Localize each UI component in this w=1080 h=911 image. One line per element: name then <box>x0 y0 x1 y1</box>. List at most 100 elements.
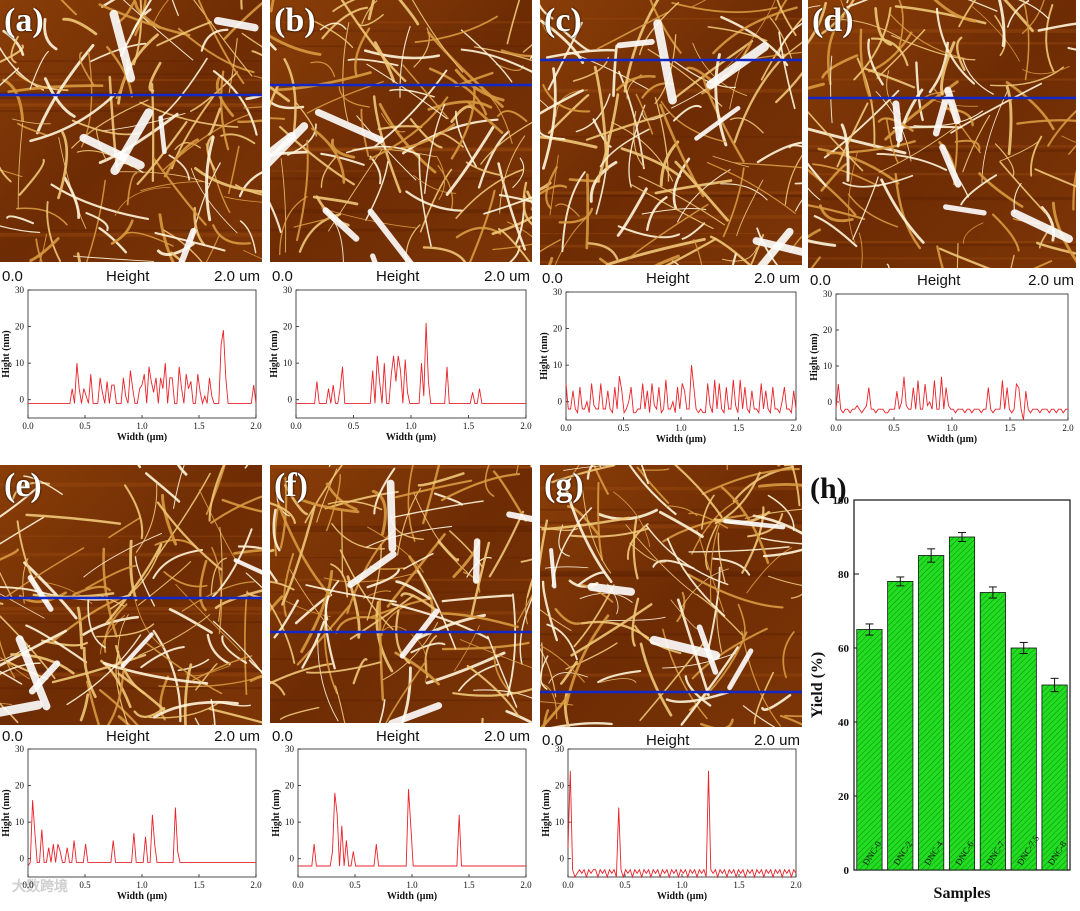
x-tick-label: 1.5 <box>463 880 475 890</box>
x-tick-label: 0.5 <box>618 423 630 433</box>
afm-texture <box>270 465 532 723</box>
bar-DNC-2 <box>887 581 914 871</box>
y-tick-label: 0 <box>558 397 563 407</box>
error-bar <box>896 576 905 587</box>
x-tick-label: 1.5 <box>463 421 475 431</box>
profile-series <box>28 330 257 406</box>
panel-letter-a: (a) <box>4 2 44 39</box>
y-tick-label: 30 <box>823 289 833 299</box>
y-axis-label: Hight (nm) <box>1 789 12 837</box>
scale-label: Height <box>106 268 150 285</box>
y-tick-label: 10 <box>15 817 25 827</box>
scale-row-g: 0.0 Height 2.0 um <box>540 732 802 752</box>
profile-series <box>835 376 1068 421</box>
panel-letter-b: (b) <box>274 2 316 39</box>
x-tick-label: 2.0 <box>250 880 262 890</box>
x-tick-label: 0.5 <box>348 421 360 431</box>
x-tick-label: 0.0 <box>562 880 574 890</box>
scale-start: 0.0 <box>542 270 563 287</box>
x-tick-label: 1.5 <box>193 421 205 431</box>
y-tick-label: 0 <box>20 854 25 864</box>
y-tick-label: 30 <box>15 285 25 295</box>
y-tick-label: 30 <box>553 287 563 297</box>
afm-height-image-a <box>0 0 262 262</box>
x-tick-label: 1.0 <box>675 423 687 433</box>
x-tick-label: 0.5 <box>79 421 91 431</box>
scale-label: Height <box>376 268 420 285</box>
y-tick-label: 20 <box>553 324 563 334</box>
profile-frame <box>567 748 797 878</box>
afm-texture <box>0 0 262 262</box>
y-tick-label: 10 <box>555 817 565 827</box>
y-tick-label: 30 <box>283 285 293 295</box>
scale-end: 2.0 um <box>214 728 260 745</box>
x-tick-label: 0.5 <box>888 423 900 433</box>
error-bar <box>1050 677 1059 693</box>
x-axis-label: Width (μm) <box>117 891 167 902</box>
y-tick-label: 10 <box>823 361 833 371</box>
y-tick-label: 0 <box>288 395 293 405</box>
y-tick-label: 10 <box>553 360 563 370</box>
y-axis-label: Hight (nm) <box>539 332 550 380</box>
profile-series <box>298 789 526 867</box>
y-tick-label: 0 <box>828 397 833 407</box>
y-tick-label: 20 <box>15 781 25 791</box>
height-profile-b: 0 10 20 30 0.0 0.5 1.0 1.5 2.0 Width (μm) Hight (n… <box>268 285 532 446</box>
y-axis-label: Hight (nm) <box>271 789 282 837</box>
y-axis-label: Hight (nm) <box>1 330 12 378</box>
afm-height-image-e <box>0 465 262 725</box>
x-tick-label: 1.0 <box>405 421 417 431</box>
x-tick-label: 0.5 <box>79 880 91 890</box>
afm-height-image-f <box>270 465 532 723</box>
y-tick-label: 20 <box>838 791 850 803</box>
y-tick-label: 10 <box>15 358 25 368</box>
height-profile-f: 0 10 20 30 0.0 0.5 1.0 1.5 2.0 Width (μm) Hight (n… <box>270 744 532 905</box>
bar-DNC-0 <box>856 629 883 871</box>
x-axis-label: Width (μm) <box>657 891 707 902</box>
x-tick-label: 0.0 <box>292 880 304 890</box>
scale-label: Height <box>646 270 690 287</box>
bar-DNC-8 <box>1041 684 1068 871</box>
x-axis-label: Width (μm) <box>387 891 437 902</box>
y-tick-label: 20 <box>15 322 25 332</box>
scale-end: 2.0 um <box>484 728 530 745</box>
y-tick-label: 30 <box>555 744 565 754</box>
y-tick-label: 40 <box>838 717 850 729</box>
y-tick-label: 100 <box>833 495 850 507</box>
scale-row-d: 0.0 Height 2.0 um <box>808 272 1076 292</box>
x-axis-label: Width (μm) <box>656 434 706 445</box>
x-tick-label: 1.5 <box>193 880 205 890</box>
y-axis-title: Yield (%) <box>809 652 826 719</box>
panel-letter-h: (h) <box>810 472 847 505</box>
x-axis-label: Width (μm) <box>927 434 977 445</box>
afm-texture <box>540 0 802 265</box>
bar-DNC-7.5 <box>1010 647 1037 871</box>
x-tick-label: 0.5 <box>349 880 361 890</box>
scale-start: 0.0 <box>2 728 23 745</box>
height-profile-d: 0 10 20 30 0.0 0.5 1.0 1.5 2.0 Width (μm) Hight (n… <box>808 289 1074 448</box>
x-tick-label: 1.0 <box>406 880 418 890</box>
scale-end: 2.0 um <box>484 268 530 285</box>
scale-row-e: 0.0 Height 2.0 um <box>0 728 262 748</box>
x-tick-label: 0.5 <box>619 880 631 890</box>
bar-DNC-4 <box>918 555 945 871</box>
scale-label: Height <box>376 728 420 745</box>
x-tick-label: 0.0 <box>290 421 302 431</box>
x-tick-label: 2.0 <box>250 421 262 431</box>
scale-start: 0.0 <box>272 268 293 285</box>
y-axis-label: Hight (nm) <box>541 789 552 837</box>
panel-letter-d: (d) <box>812 2 854 39</box>
x-tick-label: 0.0 <box>22 421 34 431</box>
afm-height-image-d <box>808 0 1076 268</box>
scale-label: Height <box>106 728 150 745</box>
scale-label: Height <box>917 272 961 289</box>
scale-end: 2.0 um <box>1028 272 1074 289</box>
x-tick-label: 2.0 <box>1062 423 1074 433</box>
scale-label: Height <box>646 732 690 749</box>
x-tick-label: 1.5 <box>733 880 745 890</box>
x-tick-label: 2.0 <box>790 880 802 890</box>
x-tick-label: 2.0 <box>790 423 802 433</box>
y-tick-label: 0 <box>844 865 850 877</box>
panel-letter-e: (e) <box>4 467 42 504</box>
scale-row-c: 0.0 Height 2.0 um <box>540 270 802 290</box>
